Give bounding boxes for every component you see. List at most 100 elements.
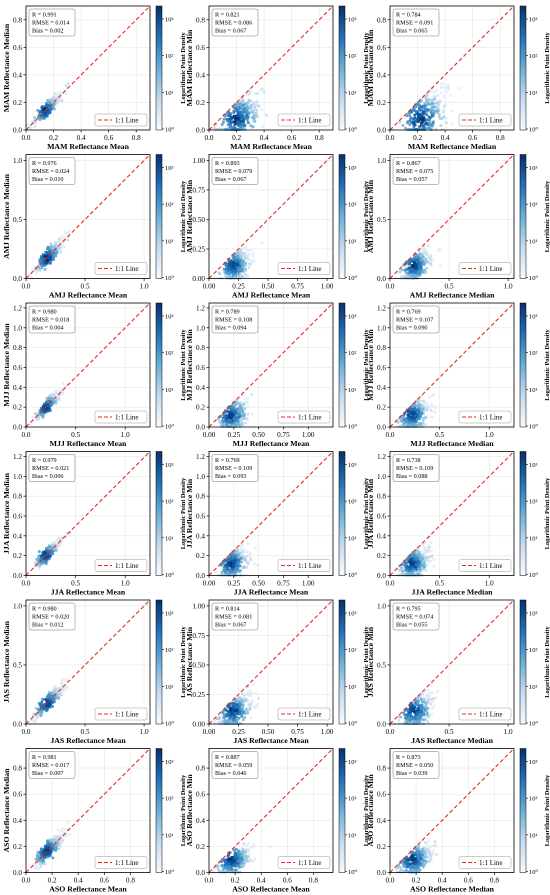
density-point — [222, 714, 226, 718]
density-point — [242, 403, 245, 407]
y-tick-label: 0.6 — [196, 44, 205, 52]
one-to-one-line — [389, 302, 515, 428]
density-point — [233, 417, 237, 420]
density-point — [249, 124, 252, 127]
density-point — [229, 112, 232, 115]
y-tick-label: 1.0 — [13, 473, 22, 481]
density-point — [245, 255, 248, 258]
density-point — [46, 703, 50, 707]
density-point — [52, 102, 56, 105]
density-point — [222, 120, 225, 124]
density-point — [246, 257, 250, 261]
y-tick-label: 0.4 — [377, 71, 386, 79]
density-point — [47, 693, 51, 697]
density-point — [230, 570, 233, 573]
density-point — [236, 116, 240, 120]
y-tick-label: 0.50 — [192, 661, 205, 669]
density-point — [232, 261, 235, 265]
density-point — [243, 407, 247, 410]
density-point — [56, 688, 60, 691]
density-point — [424, 569, 428, 572]
density-point — [235, 399, 239, 403]
density-point — [52, 104, 55, 107]
x-tick-label: 0.0 — [386, 283, 395, 291]
density-point — [254, 546, 257, 550]
density-point — [232, 254, 236, 258]
density-point — [225, 559, 229, 562]
density-point — [225, 721, 229, 724]
y-axis-label: AMJ Reflectance Min — [185, 179, 194, 253]
density-point — [49, 100, 53, 103]
colorbar-label: Logarithmic Point Density — [363, 328, 370, 400]
legend-frame — [94, 262, 148, 275]
density-point — [409, 411, 413, 415]
density-point — [245, 550, 249, 554]
density-point — [407, 262, 411, 266]
density-point — [419, 703, 423, 707]
density-point — [420, 108, 424, 112]
density-point — [244, 103, 248, 107]
colorbar-label: Logarithmic Point Density — [544, 180, 550, 252]
density-point — [224, 564, 227, 568]
density-point — [238, 249, 242, 253]
density-point — [229, 413, 232, 417]
density-point — [45, 260, 49, 264]
density-point — [42, 407, 46, 411]
density-point — [239, 261, 242, 265]
density-point — [251, 125, 255, 128]
density-point — [414, 420, 417, 423]
density-point — [439, 82, 443, 85]
density-point — [424, 551, 427, 555]
density-point — [221, 424, 225, 428]
x-tick-label: 0.2 — [232, 134, 241, 142]
density-point — [419, 563, 422, 567]
density-point — [249, 89, 253, 92]
density-point — [37, 555, 40, 559]
density-point — [421, 254, 424, 258]
y-tick-label: 0.6 — [13, 364, 22, 372]
density-point — [55, 687, 59, 690]
stat-rmse: RMSE = 0.086 — [215, 20, 252, 27]
y-axis-label: MJJ Reflectance Min — [366, 329, 375, 401]
x-tick-label: 0.50 — [262, 728, 275, 736]
density-point — [417, 405, 421, 408]
stat-bias: Bias = 0.065 — [396, 28, 428, 35]
density-point — [231, 419, 234, 422]
density-point — [413, 264, 416, 267]
density-point — [251, 116, 254, 120]
density-point — [49, 403, 53, 407]
density-point — [410, 421, 413, 425]
density-point — [227, 705, 231, 709]
y-tick-label: 0.4 — [377, 384, 386, 392]
density-point — [451, 122, 454, 126]
density-point — [415, 110, 418, 113]
density-point — [44, 404, 47, 408]
density-point — [245, 555, 249, 558]
density-point — [48, 399, 52, 403]
density-point — [402, 713, 406, 716]
density-point — [54, 94, 58, 98]
density-point — [37, 867, 41, 870]
y-tick-label: 0.8 — [377, 493, 386, 501]
density-point — [229, 719, 232, 723]
density-point — [405, 572, 408, 575]
one-to-one-line — [25, 154, 151, 279]
density-point — [227, 711, 230, 715]
y-tick-label: 0.8 — [377, 16, 386, 24]
density-point — [437, 104, 440, 108]
axes-frame — [389, 154, 515, 279]
density-point — [404, 126, 407, 130]
y-tick-label: 0.0 — [13, 721, 22, 729]
density-point — [35, 867, 38, 871]
density-point — [238, 710, 241, 714]
density-point — [259, 89, 262, 92]
density-point — [34, 863, 38, 866]
density-point — [406, 414, 410, 417]
colorbar-tick-label: 10¹ — [348, 90, 357, 97]
y-tick-label: 1.00 — [192, 602, 205, 610]
colorbar-tick-label: 10³ — [529, 611, 538, 618]
y-tick-label: 1.2 — [196, 304, 205, 312]
density-point — [237, 121, 241, 125]
